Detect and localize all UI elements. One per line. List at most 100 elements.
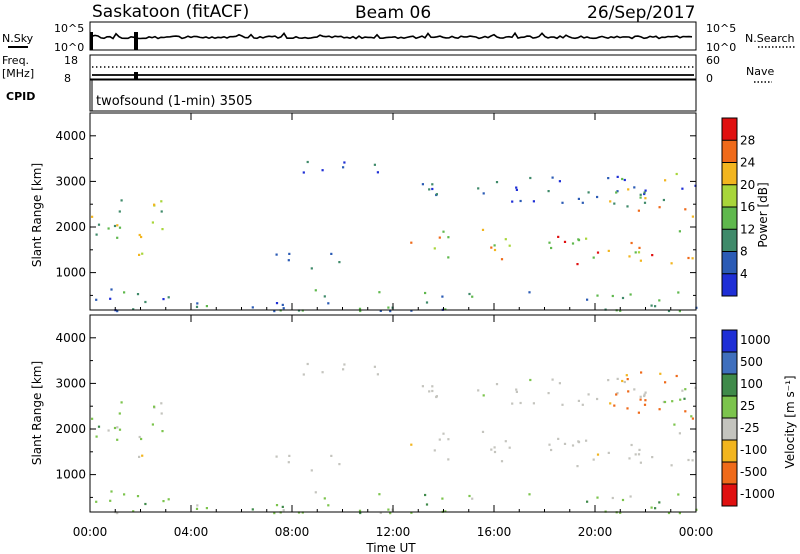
station-title: Saskatoon (fitACF) xyxy=(92,2,249,22)
velocity-cell xyxy=(609,402,612,405)
power-y-axis: 1000 2000 3000 4000 xyxy=(55,112,696,296)
velocity-cell xyxy=(310,469,313,472)
power-cell xyxy=(639,196,642,199)
power-cell xyxy=(607,249,610,252)
power-cell xyxy=(116,236,119,239)
power-cell xyxy=(493,248,497,252)
velocity-cell xyxy=(596,397,599,401)
velocity-panel: 1000 2000 3000 4000 00:00 04:00 08:00 12:00 16:… xyxy=(30,113,797,554)
velocity-cell xyxy=(441,497,444,500)
power-cell xyxy=(438,236,441,239)
colorbar-swatch xyxy=(722,140,737,163)
velocity-cell xyxy=(342,368,345,371)
velocity-cell xyxy=(435,395,438,398)
power-cell xyxy=(515,186,518,189)
velocity-cell xyxy=(196,504,199,507)
nsearch-label: N.Search xyxy=(745,32,795,45)
power-cell xyxy=(550,246,553,250)
colorbar-swatch xyxy=(722,330,737,352)
freq-lo: 8 xyxy=(64,72,71,85)
power-cell xyxy=(557,235,560,238)
colorbar-swatch xyxy=(722,273,737,296)
velocity-cell xyxy=(431,385,434,388)
power-cell xyxy=(577,197,580,200)
power-colorbar-tick: 24 xyxy=(740,156,755,170)
power-cell xyxy=(623,178,626,182)
power-cell xyxy=(288,252,291,255)
power-cell xyxy=(281,303,284,306)
velocity-cell xyxy=(637,411,640,414)
freq-strip: Freq. [MHz] 18 8 60 0 Nave xyxy=(2,54,774,85)
velocity-cell xyxy=(144,502,147,506)
velocity-cell xyxy=(468,494,471,498)
power-cell xyxy=(563,240,567,243)
velocity-cell xyxy=(654,507,657,510)
velocity-colorbar-tick: 100 xyxy=(740,377,763,391)
power-cell xyxy=(431,183,434,186)
power-colorbar-tick: 8 xyxy=(740,245,748,259)
power-cell xyxy=(447,256,450,259)
velocity-cell xyxy=(616,377,619,380)
power-cell xyxy=(116,224,119,227)
power-cell xyxy=(587,191,590,194)
power-cell xyxy=(378,291,381,294)
y-tick-label: 2000 xyxy=(55,220,86,234)
velocity-colorbar-tick: 25 xyxy=(740,399,755,413)
velocity-cell xyxy=(576,465,579,468)
velocity-cell xyxy=(529,378,532,382)
power-cell xyxy=(160,210,163,213)
power-colorbar-tick: 16 xyxy=(740,200,755,214)
velocity-cell xyxy=(671,400,674,403)
y-tick-label: 1000 xyxy=(55,266,86,280)
freq-unit: [MHz] xyxy=(2,67,34,80)
power-cell xyxy=(196,302,199,305)
power-cell xyxy=(435,193,438,196)
velocity-cell xyxy=(658,501,661,504)
power-cell xyxy=(490,246,493,249)
velocity-cell xyxy=(421,385,424,388)
velocity-cell xyxy=(95,500,98,503)
power-colorbar-tick: 12 xyxy=(740,222,755,236)
velocity-cell xyxy=(91,417,94,420)
velocity-cell xyxy=(587,393,590,396)
power-cell xyxy=(468,292,471,296)
date-title: 26/Sep/2017 xyxy=(587,3,695,23)
y-tick-label: 3000 xyxy=(55,376,86,390)
power-cell xyxy=(287,259,290,262)
velocity-cell xyxy=(664,381,667,384)
colorbar-swatch xyxy=(722,462,737,484)
y-tick-label: 1000 xyxy=(55,468,86,482)
velocity-cell xyxy=(442,432,445,435)
velocity-cell xyxy=(643,403,647,406)
velocity-colorbar-tick: -100 xyxy=(740,443,767,457)
colorbar-swatch xyxy=(722,118,737,141)
power-cell xyxy=(592,256,595,259)
power-cell xyxy=(619,309,622,312)
velocity-cell xyxy=(659,372,662,375)
velocity-y-label: Slant Range [km] xyxy=(30,361,44,465)
power-cell xyxy=(658,299,661,302)
x-tick-label: 00:00 xyxy=(679,525,714,539)
nsky-spike-1 xyxy=(90,32,93,50)
velocity-cell xyxy=(481,430,485,433)
velocity-cell xyxy=(275,504,279,507)
velocity-cell xyxy=(323,497,326,500)
velocity-cell xyxy=(678,432,681,435)
velocity-cell xyxy=(205,507,208,510)
power-cell xyxy=(282,307,285,310)
velocity-cell xyxy=(571,444,575,447)
freq-label: Freq. xyxy=(2,54,29,67)
power-cell xyxy=(528,291,531,294)
power-cell xyxy=(373,163,376,166)
velocity-cell xyxy=(116,512,119,515)
power-cell xyxy=(681,187,684,190)
freq-hi: 18 xyxy=(64,54,78,67)
power-cell xyxy=(138,253,141,256)
nsky-strip: N.Sky 10^5 10^0 10^5 10^0 N.Search xyxy=(2,21,795,54)
velocity-cell xyxy=(515,390,518,393)
velocity-cell xyxy=(550,448,553,452)
power-cell xyxy=(95,233,98,236)
velocity-scatter xyxy=(91,362,698,515)
velocity-cell xyxy=(557,437,560,440)
